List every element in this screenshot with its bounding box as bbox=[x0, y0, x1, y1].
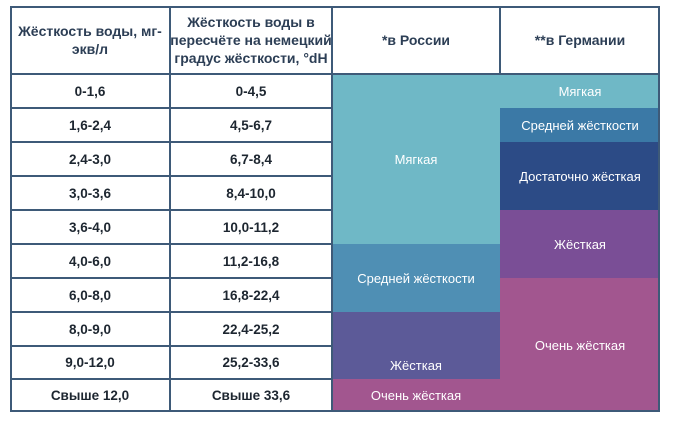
row-4-dh: 8,4-10,0 bbox=[226, 185, 276, 201]
row-9-mg: 9,0-12,0 bbox=[65, 355, 115, 370]
header-mg-eq: Жёсткость воды, мг-экв/л bbox=[10, 6, 170, 74]
row-6-mg: 4,0-6,0 bbox=[68, 253, 112, 269]
header-germany: **в Германии bbox=[500, 6, 660, 74]
germany-very-hard-label: Очень жёсткая bbox=[534, 337, 626, 353]
row-8-dh: 22,4-25,2 bbox=[222, 321, 280, 337]
germany-hard-band: Жёсткая bbox=[500, 210, 660, 278]
grid-row-5 bbox=[10, 243, 332, 245]
germany-medium-band: Средней жёсткости bbox=[500, 108, 660, 142]
russia-very-hard-band: Очень жёсткая bbox=[332, 379, 500, 412]
row-6-dh: 11,2-16,8 bbox=[222, 253, 280, 269]
row-3-dh: 6,7-8,4 bbox=[229, 151, 273, 167]
germany-fairly-hard-band: Достаточно жёсткая bbox=[500, 142, 660, 210]
russia-hard-band: Жёсткая bbox=[332, 312, 500, 379]
water-hardness-table: Жёсткость воды, мг-экв/л Жёсткость воды … bbox=[10, 6, 660, 412]
row-1-mg: 0-1,6 bbox=[74, 83, 106, 99]
row-10-dh: Свыше 33,6 bbox=[211, 388, 291, 403]
row-1-dh: 0-4,5 bbox=[235, 83, 267, 99]
grid-row-2 bbox=[10, 141, 332, 143]
header-russia: *в России bbox=[332, 6, 500, 74]
grid-row-1 bbox=[10, 107, 332, 109]
grid-outer-bottom bbox=[10, 410, 660, 412]
russia-medium-label: Средней жёсткости bbox=[357, 270, 475, 286]
russia-soft-label: Мягкая bbox=[394, 151, 438, 167]
grid-row-8 bbox=[10, 345, 332, 347]
russia-very-hard-label: Очень жёсткая bbox=[370, 388, 462, 403]
grid-outer-top bbox=[10, 6, 660, 8]
grid-row-3 bbox=[10, 175, 332, 177]
germany-fairly-hard-label: Достаточно жёсткая bbox=[519, 168, 641, 184]
row-2-mg: 1,6-2,4 bbox=[68, 117, 112, 133]
germany-hard-label: Жёсткая bbox=[554, 236, 606, 252]
row-5-mg: 3,6-4,0 bbox=[68, 219, 112, 235]
grid-row-4 bbox=[10, 209, 332, 211]
grid-header-bottom bbox=[10, 73, 660, 75]
germany-soft-label: Мягкая bbox=[558, 83, 602, 99]
russia-medium-band: Средней жёсткости bbox=[332, 244, 500, 312]
grid-col-2 bbox=[331, 6, 333, 412]
russia-hard-label: Жёсткая bbox=[390, 358, 442, 373]
row-10-mg: Свыше 12,0 bbox=[50, 388, 130, 403]
row-5-dh: 10,0-11,2 bbox=[222, 219, 280, 235]
germany-soft-band: Мягкая bbox=[500, 74, 660, 108]
header-dh: Жёсткость воды в пересчёте на немецкий г… bbox=[170, 6, 332, 74]
grid-row-6 bbox=[10, 277, 332, 279]
grid-col-3 bbox=[499, 6, 501, 74]
germany-very-hard-band: Очень жёсткая bbox=[500, 278, 660, 412]
row-9-dh: 25,2-33,6 bbox=[222, 355, 280, 370]
row-7-mg: 6,0-8,0 bbox=[68, 287, 112, 303]
grid-row-9 bbox=[10, 378, 332, 380]
row-7-dh: 16,8-22,4 bbox=[222, 287, 280, 303]
russia-soft-band: Мягкая bbox=[332, 74, 500, 244]
grid-row-7 bbox=[10, 311, 332, 313]
row-2-dh: 4,5-6,7 bbox=[229, 117, 273, 133]
row-8-mg: 8,0-9,0 bbox=[68, 321, 112, 337]
grid-outer-right bbox=[658, 6, 660, 412]
germany-medium-label: Средней жёсткости bbox=[521, 117, 639, 133]
row-4-mg: 3,0-3,6 bbox=[68, 185, 112, 201]
row-3-mg: 2,4-3,0 bbox=[68, 151, 112, 167]
